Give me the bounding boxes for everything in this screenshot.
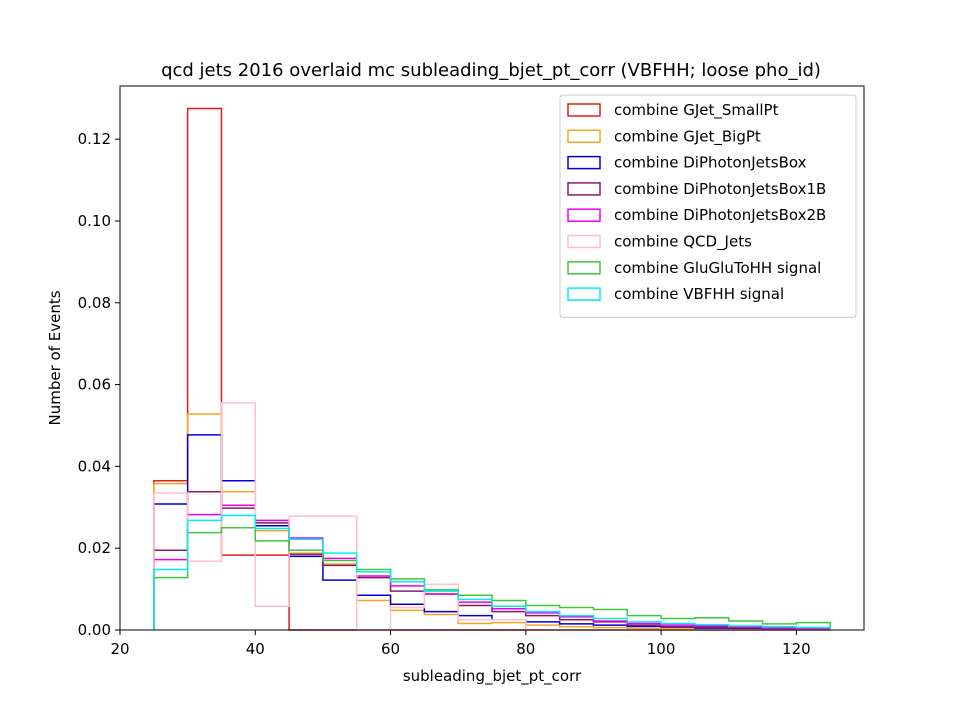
x-tick-label: 60 — [381, 640, 400, 658]
x-axis: 20 40 60 80 100 120 — [110, 630, 811, 658]
x-tick-label: 120 — [782, 640, 811, 658]
legend-swatch — [567, 182, 601, 196]
series-7-step-line — [153, 514, 831, 630]
legend-entry-label: combine VBFHH signal — [614, 285, 784, 303]
legend-entry-label: combine GluGluToHH signal — [614, 259, 821, 277]
series-layer — [153, 107, 831, 631]
axes-frame — [119, 85, 865, 631]
legend-box — [559, 94, 857, 318]
y-tick-label: 0.06 — [78, 376, 111, 394]
legend-swatch — [567, 103, 601, 117]
y-axis: 0.00 0.02 0.04 0.06 0.08 0.10 0.12 — [78, 130, 120, 639]
y-tick-label: 0.10 — [78, 212, 111, 230]
legend-swatch — [567, 129, 601, 144]
x-tick-label: 80 — [516, 640, 535, 658]
legend-swatch — [567, 287, 601, 301]
legend-entry-label: combine DiPhotonJetsBox2B — [614, 206, 826, 224]
x-tick-label: 20 — [110, 640, 129, 658]
legend-entry-label: combine GJet_BigPt — [614, 127, 761, 146]
chart-title: qcd jets 2016 overlaid mc subleading_bje… — [161, 60, 821, 81]
y-tick-label: 0.00 — [78, 621, 111, 639]
x-tick-label: 40 — [246, 640, 265, 658]
legend-swatch — [567, 261, 601, 275]
x-axis-label: subleading_bjet_pt_corr — [403, 667, 582, 686]
legend-swatch — [567, 208, 601, 222]
x-tick-label: 100 — [647, 640, 676, 658]
legend-swatch — [567, 234, 601, 249]
y-tick-label: 0.02 — [78, 539, 111, 557]
y-tick-label: 0.12 — [78, 130, 111, 148]
y-tick-label: 0.04 — [78, 457, 111, 475]
series-6-step-line — [153, 526, 831, 630]
legend-entry-label: combine DiPhotonJetsBox — [614, 154, 807, 172]
legend-entry-label: combine GJet_SmallPt — [614, 101, 779, 120]
legend-entry-label: combine DiPhotonJetsBox1B — [614, 180, 826, 198]
y-tick-label: 0.08 — [78, 294, 111, 312]
legend-entry-label: combine QCD_Jets — [614, 233, 752, 252]
y-axis-label: Number of Events — [46, 290, 64, 425]
legend-swatch — [567, 155, 601, 170]
